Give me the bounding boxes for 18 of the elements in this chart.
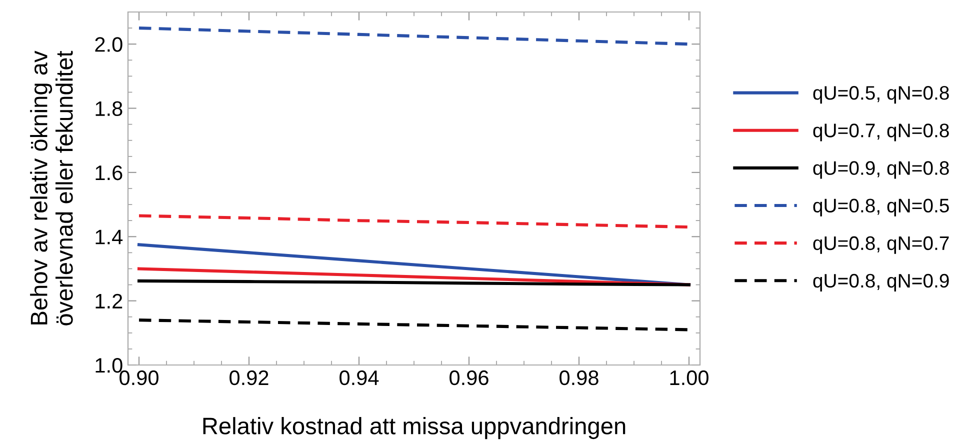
legend-label: qU=0.8, qN=0.5 <box>813 198 949 216</box>
x-tick-label: 0.96 <box>450 370 488 386</box>
y-tick-label: 1.2 <box>96 294 122 308</box>
y-axis-title: Behov av relativ ökning av överlevnad eller fekunditet <box>30 50 73 326</box>
legend-label: qU=0.7, qN=0.8 <box>813 124 949 142</box>
legend-label: qU=0.5, qN=0.8 <box>813 86 949 104</box>
x-axis-title: Relativ kostnad att missa uppvandringen <box>203 417 626 440</box>
y-tick-label: 1.6 <box>96 165 122 180</box>
x-tick-label: 0.98 <box>560 370 598 386</box>
x-tick-label: 1.00 <box>670 370 708 386</box>
y-tick-label: 1.8 <box>96 101 122 116</box>
y-tick-label: 2.0 <box>95 37 122 52</box>
legend-label: qU=0.8, qN=0.9 <box>813 274 949 292</box>
y-tick-label: 1.4 <box>96 230 123 244</box>
x-tick-label: 0.94 <box>340 370 379 386</box>
x-tick-label: 0.92 <box>230 370 268 386</box>
legend-label: qU=0.8, qN=0.7 <box>813 236 949 254</box>
legend-label: qU=0.9, qN=0.8 <box>813 161 949 179</box>
